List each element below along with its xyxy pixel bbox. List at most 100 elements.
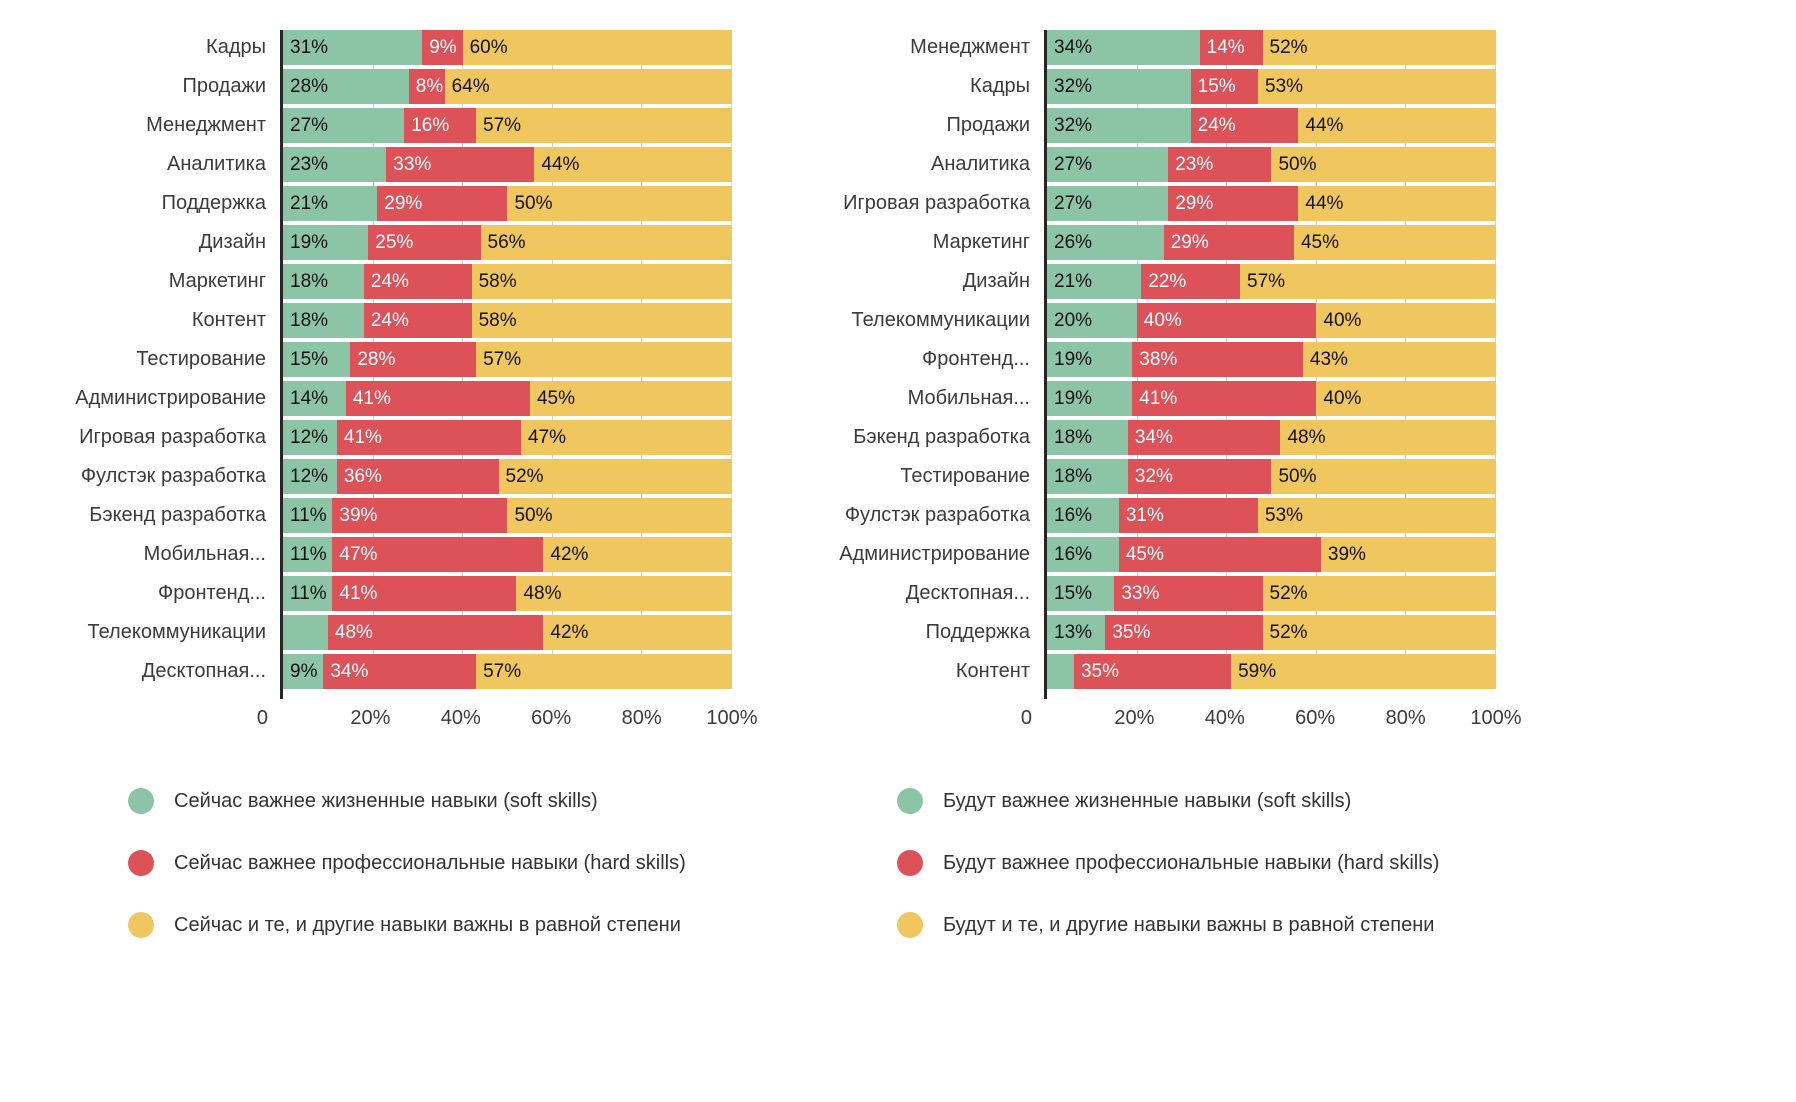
value-label: 42%: [550, 621, 589, 643]
category-label: Дизайн: [198, 231, 266, 253]
bar-segment-soft: 21%: [1047, 264, 1142, 299]
bar-segment-equal: 44%: [534, 147, 732, 182]
value-label: 57%: [483, 114, 522, 136]
x-tick-label: 80%: [1385, 707, 1426, 729]
value-label: 57%: [483, 348, 522, 370]
category-label: Контент: [191, 309, 266, 331]
bar-segment-soft: 15%: [283, 342, 351, 377]
value-label: 40%: [1323, 387, 1362, 409]
value-label: 57%: [483, 660, 522, 682]
bar-segment-soft: 15%: [1047, 576, 1115, 611]
value-label: 48%: [334, 621, 373, 643]
bar-segment-hard: 36%: [336, 459, 499, 494]
category-label: Поддержка: [925, 621, 1030, 643]
value-label: 48%: [523, 582, 562, 604]
bar-segment-equal: 58%: [471, 303, 732, 338]
category-label: Мобильная...: [143, 543, 266, 565]
category-label: Менеджмент: [910, 36, 1030, 58]
bar-segment-soft: 18%: [1047, 420, 1128, 455]
bar-row: 16% 45% 39%: [1047, 537, 1496, 572]
bar-row: 19% 41% 40%: [1047, 381, 1496, 416]
category-axis-now: Кадры Продажи Менеджмент Аналитика Поддержка…: [28, 30, 280, 737]
bar-segment-hard: 35%: [1105, 615, 1263, 650]
value-label: 41%: [1139, 387, 1178, 409]
bar-row: 11% 41% 48%: [283, 576, 732, 611]
bar-segment-soft: 32%: [1047, 108, 1191, 143]
bar-segment-soft: 27%: [1047, 186, 1169, 221]
bar-segment-equal: 48%: [516, 576, 732, 611]
value-label: 41%: [339, 582, 378, 604]
category-label: Бэкенд разработка: [853, 426, 1030, 448]
value-label: 29%: [384, 192, 423, 214]
plot-area-future: 34% 14% 52% 32% 15% 53% 32% 24% 44% 27% 23% 50% 27% 2…: [1044, 30, 1496, 699]
category-label: Мобильная...: [907, 387, 1030, 409]
bar-segment-hard: 41%: [345, 381, 530, 416]
value-label: 24%: [1197, 114, 1236, 136]
category-label: Десктопная...: [905, 582, 1030, 604]
bar-segment-equal: 53%: [1258, 69, 1496, 104]
value-label: 45%: [536, 387, 575, 409]
bar-segment-soft: 14%: [283, 381, 346, 416]
bar-segment-hard: 32%: [1127, 459, 1272, 494]
bar-segment-equal: 39%: [1320, 537, 1496, 572]
category-label: Фулстэк разработка: [80, 465, 266, 487]
value-label: 52%: [1269, 582, 1308, 604]
value-label: 39%: [339, 504, 378, 526]
bar-segment-soft: 16%: [1047, 537, 1119, 572]
bar-segment-hard: 34%: [1127, 420, 1281, 455]
plot-column-future: 34% 14% 52% 32% 15% 53% 32% 24% 44% 27% 23% 50% 27% 2…: [1021, 30, 1522, 737]
value-label: 34%: [330, 660, 369, 682]
value-label: 15%: [290, 348, 329, 370]
x-tick-label: 0: [256, 707, 268, 729]
bar-segment-hard: 28%: [350, 342, 477, 377]
x-tick-label: 60%: [1295, 707, 1336, 729]
bar-segment-hard: 38%: [1132, 342, 1303, 377]
bar-segment-soft: 27%: [1047, 147, 1169, 182]
value-label: 44%: [1305, 114, 1344, 136]
value-label: 21%: [290, 192, 329, 214]
value-label: 50%: [514, 192, 553, 214]
bar-segment-soft: 31%: [283, 30, 423, 65]
bar-row: 12% 36% 52%: [283, 459, 732, 494]
value-label: 29%: [1175, 192, 1214, 214]
category-label: Администрирование: [75, 387, 266, 409]
category-label: Десктопная...: [141, 660, 266, 682]
value-label: 27%: [1054, 153, 1093, 175]
value-label: 31%: [290, 36, 329, 58]
value-label: 14%: [1206, 36, 1245, 58]
bar-segment-equal: 58%: [471, 264, 732, 299]
category-label: Фронтенд...: [158, 582, 266, 604]
bar-segment-equal: 48%: [1280, 420, 1496, 455]
legend-now: Сейчас важнее жизненные навыки (soft ski…: [28, 782, 792, 944]
value-label: 23%: [1175, 153, 1214, 175]
bar-segment-equal: 53%: [1258, 498, 1496, 533]
x-tick-label: 20%: [350, 707, 391, 729]
value-label: 53%: [1265, 504, 1304, 526]
legend-label: Сейчас и те, и другие навыки важны в рав…: [174, 913, 681, 936]
bar-row: 9% 34% 57%: [283, 654, 732, 689]
value-label: 21%: [1054, 270, 1093, 292]
value-label: 48%: [1287, 426, 1326, 448]
category-label: Игровая разработка: [79, 426, 266, 448]
bar-row: 27% 16% 57%: [283, 108, 732, 143]
bar-segment-equal: 45%: [1293, 225, 1496, 260]
bar-segment-soft: 34%: [1047, 30, 1200, 65]
category-label: Аналитика: [167, 153, 266, 175]
bar-row: 14% 41% 45%: [283, 381, 732, 416]
value-label: 31%: [1125, 504, 1164, 526]
bar-row: 19% 38% 43%: [1047, 342, 1496, 377]
bar-segment-hard: 16%: [404, 108, 477, 143]
bar-segment-soft: [283, 615, 328, 650]
value-label: 16%: [1054, 543, 1093, 565]
value-label: 14%: [290, 387, 329, 409]
bar-segment-hard: 45%: [1118, 537, 1321, 572]
value-label: 64%: [451, 75, 490, 97]
legend-label: Будут важнее профессиональные навыки (ha…: [943, 851, 1440, 874]
bar-segment-hard: 41%: [332, 576, 517, 611]
bar-segment-hard: 24%: [363, 303, 472, 338]
value-label: 19%: [1054, 387, 1093, 409]
bar-segment-soft: [1047, 654, 1074, 689]
bar-segment-equal: 52%: [1262, 30, 1496, 65]
bar-segment-soft: 18%: [283, 264, 364, 299]
value-label: 44%: [541, 153, 580, 175]
